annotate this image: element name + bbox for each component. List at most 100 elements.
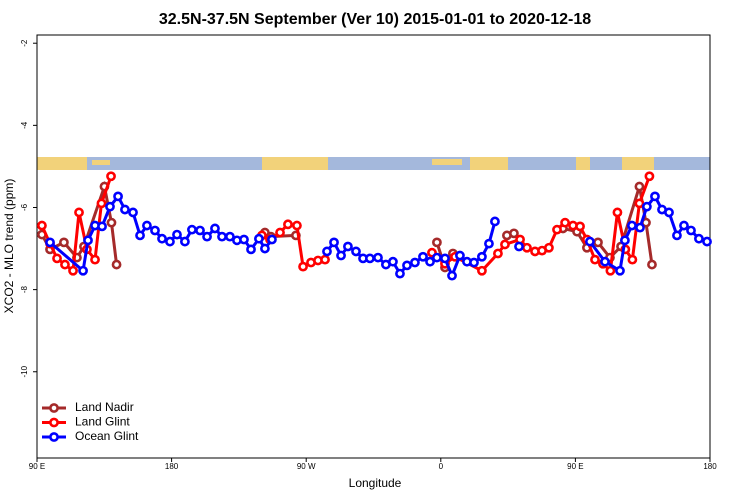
point xyxy=(113,191,123,202)
point xyxy=(612,207,623,218)
point xyxy=(283,219,293,230)
point xyxy=(634,181,645,192)
land-band xyxy=(470,157,508,170)
point xyxy=(96,198,107,209)
y-tick-label: -10 xyxy=(20,365,29,377)
point xyxy=(509,228,519,239)
point xyxy=(336,250,346,261)
y-tick-label: -8 xyxy=(20,286,29,294)
point xyxy=(106,217,117,228)
point xyxy=(493,248,503,259)
point xyxy=(522,242,532,253)
map-strip xyxy=(37,157,710,170)
point xyxy=(225,231,235,242)
point xyxy=(351,246,361,257)
legend-marker xyxy=(49,432,59,442)
y-axis-label: XCO2 - MLO trend (ppm) xyxy=(2,179,16,314)
point xyxy=(74,207,84,218)
point xyxy=(627,220,637,231)
point xyxy=(402,260,412,271)
point xyxy=(343,241,353,252)
point xyxy=(68,265,78,276)
legend-marker xyxy=(49,403,59,413)
point xyxy=(45,237,55,248)
point xyxy=(477,251,487,262)
point xyxy=(627,254,638,265)
plot-frame xyxy=(36,34,711,459)
point xyxy=(142,220,152,231)
point xyxy=(78,265,88,276)
land-band xyxy=(432,159,462,165)
point xyxy=(679,220,689,231)
x-tick-label: 180 xyxy=(703,462,717,471)
chart-title: 32.5N-37.5N September (Ver 10) 2015-01-0… xyxy=(159,11,591,28)
x-axis-label: Longitude xyxy=(349,476,402,490)
point xyxy=(329,237,339,248)
point xyxy=(292,220,302,231)
point xyxy=(484,238,494,249)
y-tick-label: -4 xyxy=(20,121,29,129)
point xyxy=(425,256,435,267)
land-band xyxy=(622,157,654,170)
point xyxy=(195,225,205,236)
point xyxy=(128,207,138,218)
point xyxy=(634,198,645,209)
point xyxy=(490,216,500,227)
point xyxy=(388,256,398,267)
point xyxy=(432,252,442,263)
land-band xyxy=(37,157,87,170)
point xyxy=(410,257,420,268)
point xyxy=(322,246,332,257)
point xyxy=(477,265,487,276)
point xyxy=(440,253,450,264)
point xyxy=(97,221,107,232)
x-tick-label: 0 xyxy=(439,462,444,471)
point xyxy=(373,252,383,263)
point xyxy=(552,224,562,235)
point xyxy=(105,201,115,212)
point xyxy=(157,233,167,244)
y-tick-label: -6 xyxy=(20,203,29,211)
x-tick-label: 90 E xyxy=(567,462,583,471)
point xyxy=(605,265,616,276)
point xyxy=(83,235,93,246)
point xyxy=(686,225,696,236)
point xyxy=(469,257,479,268)
point xyxy=(210,223,220,234)
point xyxy=(275,227,285,238)
x-tick-label: 180 xyxy=(165,462,179,471)
point xyxy=(120,204,130,215)
point xyxy=(395,268,405,279)
point xyxy=(600,256,610,267)
point xyxy=(432,237,442,248)
point xyxy=(187,224,197,235)
point xyxy=(165,236,175,247)
point xyxy=(560,217,570,228)
point xyxy=(106,171,116,182)
point xyxy=(694,233,704,244)
point xyxy=(135,230,145,241)
point xyxy=(664,207,674,218)
point xyxy=(180,236,190,247)
point xyxy=(635,222,645,233)
point xyxy=(650,191,660,202)
x-tick-label: 90 E xyxy=(29,462,45,471)
point xyxy=(217,231,227,242)
point xyxy=(455,250,465,261)
point xyxy=(620,235,630,246)
point xyxy=(418,251,428,262)
land-band xyxy=(262,157,328,170)
legend-marker xyxy=(49,417,59,428)
point xyxy=(365,253,375,264)
point xyxy=(647,259,657,270)
legend-label: Land Nadir xyxy=(75,400,134,414)
point xyxy=(59,237,69,248)
point xyxy=(239,234,249,245)
x-tick-label: 90 W xyxy=(297,462,316,471)
ocean-band xyxy=(37,157,710,170)
point xyxy=(500,239,510,250)
point xyxy=(172,229,182,240)
point xyxy=(447,270,457,281)
